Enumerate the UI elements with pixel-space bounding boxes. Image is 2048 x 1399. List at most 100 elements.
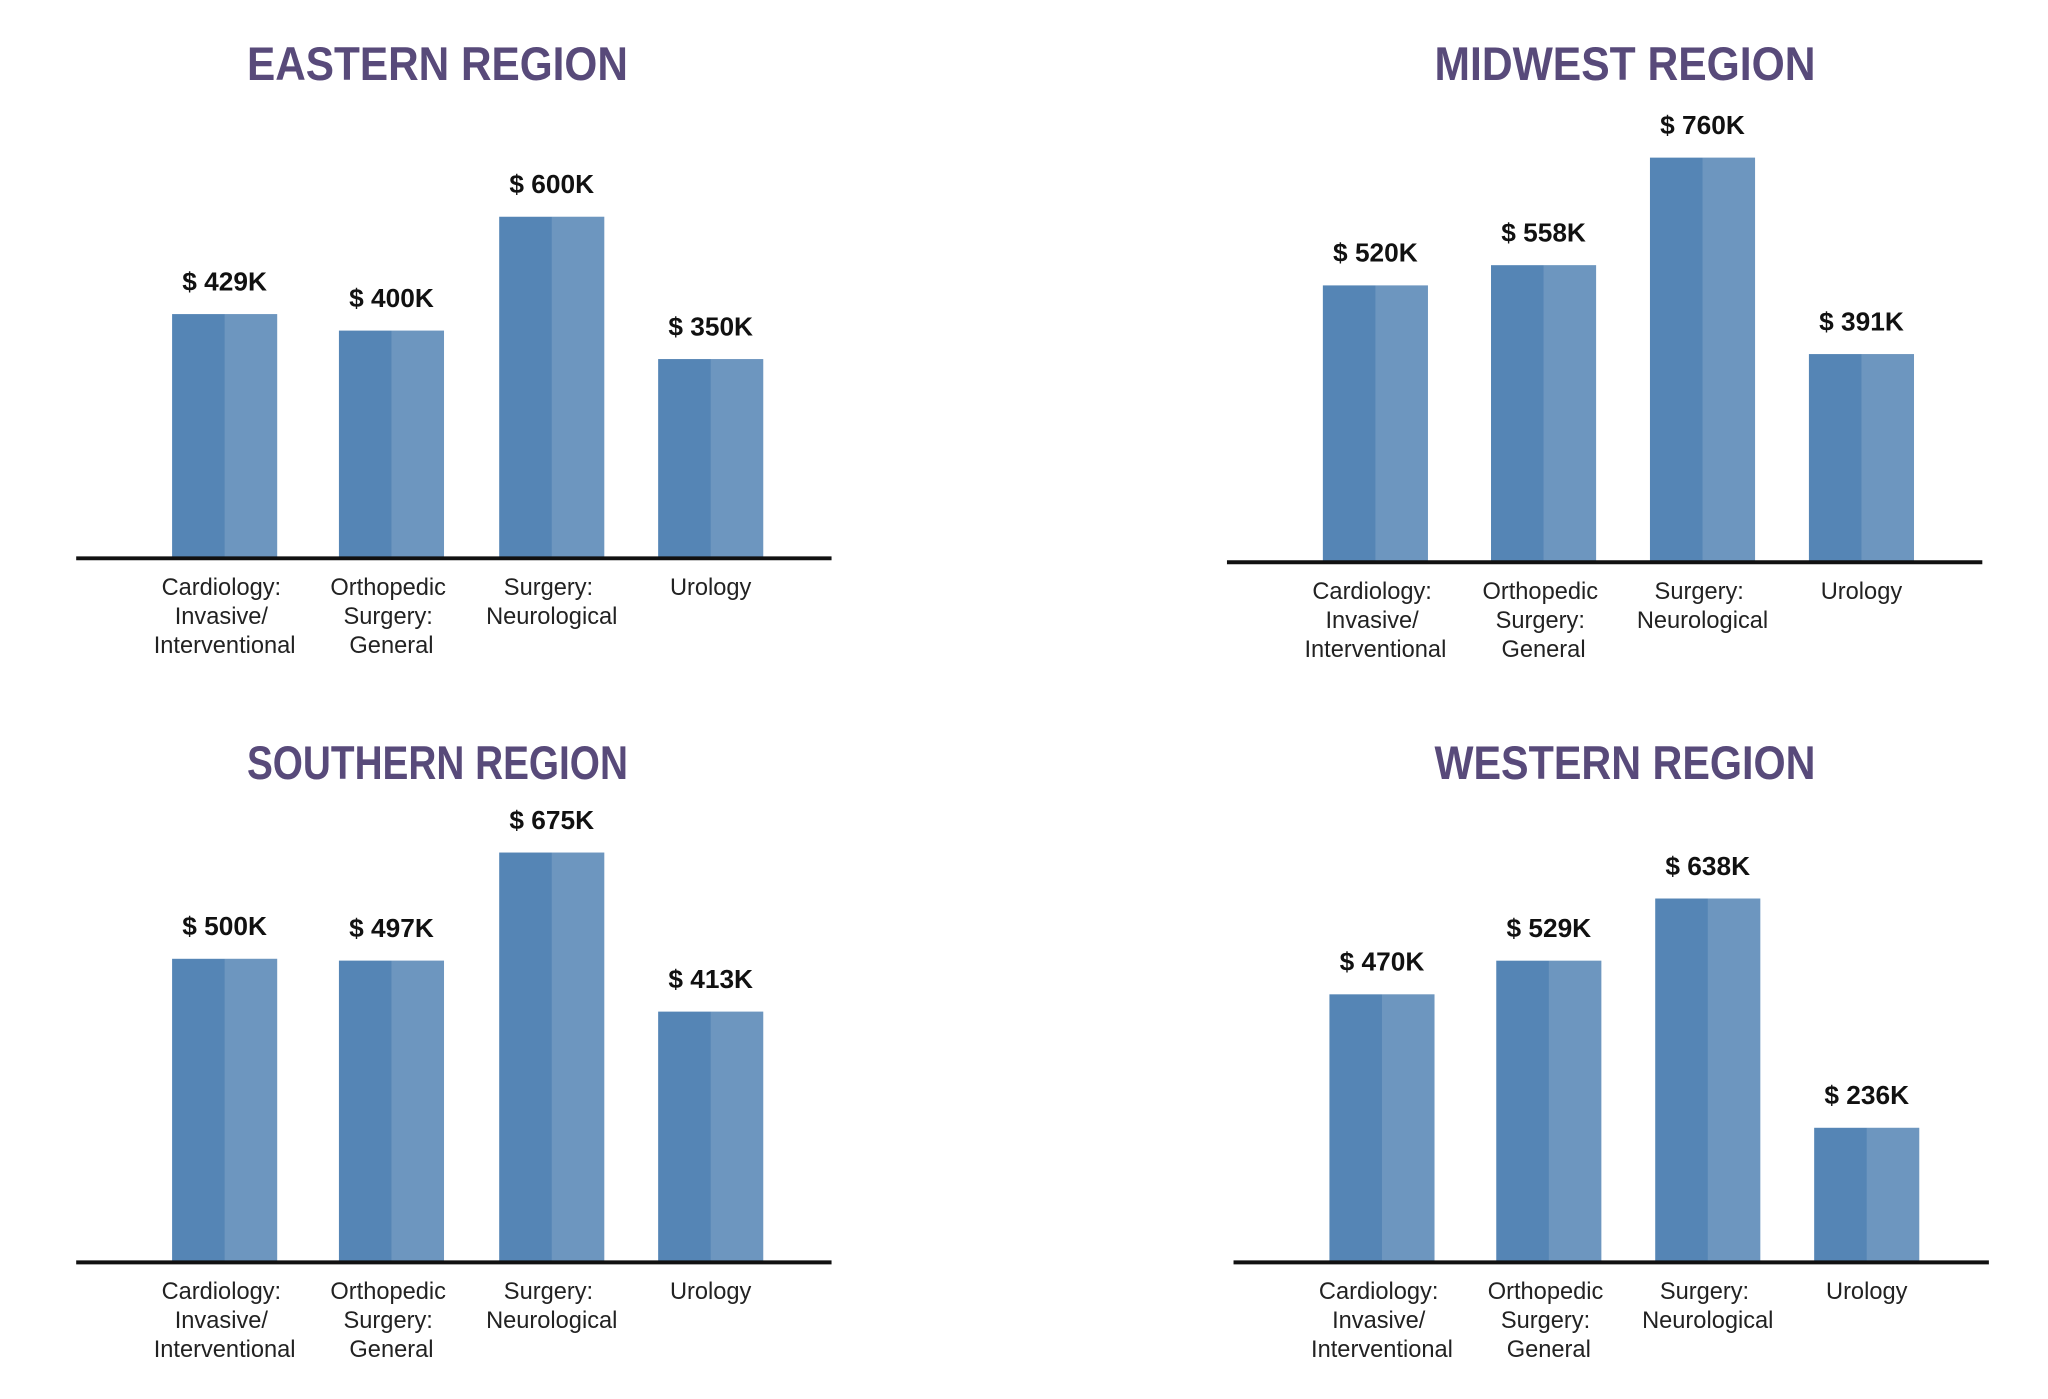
bar [1491,265,1597,563]
category-label: Orthopedic Surgery: General [1482,579,1604,663]
category-label: Cardiology: Invasive/ Interventional [1304,579,1446,663]
value-label: $ 760K [1660,110,1745,140]
category-line: Invasive/ [1332,1308,1432,1334]
category-label: Orthopedic Surgery: General [1488,1279,1610,1363]
category-line: Neurological [1637,608,1768,634]
category-line: Orthopedic [330,575,452,601]
bar-shade [1861,354,1915,563]
category-label: Cardiology: Invasive/ Interventional [154,575,296,659]
chart-title: MIDWEST REGION [1435,38,1816,91]
category-line: Neurological [486,1308,617,1334]
category-label: Urology [670,575,752,601]
bar-shade [1375,285,1428,563]
category-label: Urology [670,1279,752,1305]
value-label: $ 350K [668,311,753,341]
bar [499,216,605,559]
category-label: Urology [1821,579,1903,605]
category-label: Orthopedic Surgery: General [330,575,452,659]
value-label: $ 470K [1340,947,1425,977]
category-line: Surgery: [1660,1279,1756,1305]
category-line: Surgery: [504,575,600,601]
bar [1329,994,1435,1263]
value-label: $ 429K [182,266,267,296]
bar-shade [1381,994,1435,1263]
category-line: Invasive/ [1326,608,1426,634]
value-label: $ 638K [1665,851,1750,881]
category-line: Urology [1826,1279,1908,1305]
bar [658,1011,764,1263]
bar [1808,354,1915,563]
bar-shade [710,1011,764,1263]
bar [1649,157,1756,563]
category-line: Surgery: [344,1308,440,1334]
bar [338,330,445,559]
value-label: $ 497K [349,913,434,943]
category-line: Surgery: [1655,579,1751,605]
bar-shade [710,359,764,559]
category-line: Surgery: [504,1279,600,1305]
category-line: Orthopedic [330,1279,452,1305]
bar-shade [224,314,278,559]
bar-shade [1543,265,1597,563]
bar [499,852,605,1263]
bar-shade [391,960,445,1263]
category-line: Interventional [1311,1337,1453,1363]
value-label: $ 520K [1333,238,1418,268]
category-line: Neurological [486,604,617,630]
category-label: Surgery: Neurological [486,575,617,630]
bar-shade [391,330,445,559]
chart-title: SOUTHERN REGION [247,737,628,790]
bar-shade [1866,1127,1920,1263]
bar [1655,898,1761,1263]
value-label: $ 400K [349,283,434,313]
category-line: Urology [670,1279,752,1305]
category-line: Interventional [1304,637,1446,663]
category-label: Surgery: Neurological [1637,579,1768,634]
bar [1322,285,1428,563]
value-label: $ 529K [1506,913,1591,943]
category-line: Interventional [154,633,296,659]
chart-title: EASTERN REGION [247,38,628,91]
category-line: Surgery: [1496,608,1592,634]
bar [658,359,764,559]
category-label: Orthopedic Surgery: General [330,1279,452,1363]
category-line: Cardiology: [162,1279,288,1305]
bar [172,314,278,559]
category-label: Cardiology: Invasive/ Interventional [1311,1279,1453,1363]
category-line: Cardiology: [1312,579,1438,605]
bar [1496,960,1602,1263]
value-label: $ 236K [1824,1080,1909,1110]
category-line: Invasive/ [175,1308,275,1334]
value-label: $ 391K [1819,306,1904,336]
value-label: $ 500K [182,911,267,941]
category-label: Urology [1826,1279,1908,1305]
category-line: Urology [670,575,752,601]
category-line: Orthopedic [1482,579,1604,605]
category-label: Surgery: Neurological [486,1279,617,1334]
category-line: Urology [1821,579,1903,605]
category-line: General [349,633,433,659]
category-line: Surgery: [1501,1308,1597,1334]
category-line: Cardiology: [1319,1279,1445,1305]
category-line: Orthopedic [1488,1279,1610,1305]
category-line: Invasive/ [175,604,275,630]
value-label: $ 558K [1501,218,1586,248]
category-line: Surgery: [344,604,440,630]
category-label: Cardiology: Invasive/ Interventional [154,1279,296,1363]
value-label: $ 675K [509,805,594,835]
category-line: General [1502,637,1586,663]
bar [1814,1127,1920,1263]
bar-shade [1702,157,1756,563]
category-label: Surgery: Neurological [1642,1279,1773,1334]
chart-title: WESTERN REGION [1435,737,1816,790]
category-line: General [349,1337,433,1363]
bar [338,960,445,1263]
value-label: $ 413K [668,964,753,994]
bar-shade [1707,898,1761,1263]
bar-shade [551,216,605,559]
value-label: $ 600K [509,169,594,199]
category-line: Cardiology: [162,575,288,601]
bar [172,958,278,1263]
bar-shade [1548,960,1602,1263]
